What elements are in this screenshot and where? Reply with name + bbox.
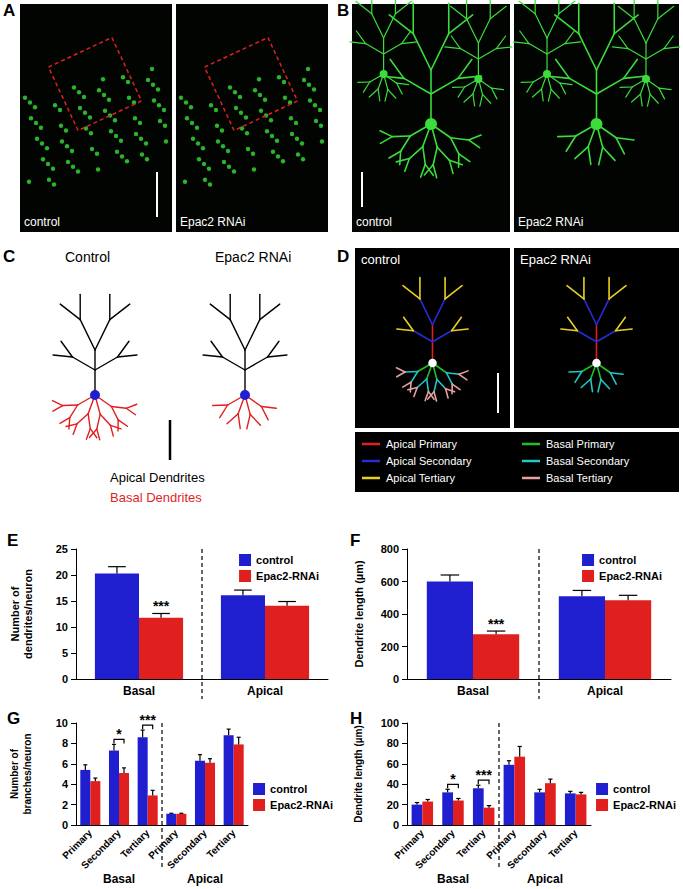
svg-text:0: 0 [62, 673, 68, 685]
svg-text:***: *** [153, 598, 170, 614]
svg-text:F: F [350, 531, 360, 550]
svg-text:20: 20 [56, 569, 68, 581]
svg-text:Number of: Number of [9, 748, 20, 799]
svg-text:Apical: Apical [587, 684, 623, 698]
svg-text:E: E [7, 531, 18, 550]
svg-text:10: 10 [56, 717, 68, 729]
svg-text:Basal Tertiary: Basal Tertiary [546, 472, 613, 484]
svg-text:Basal: Basal [437, 872, 469, 886]
svg-text:G: G [7, 709, 20, 728]
svg-text:Apical: Apical [247, 684, 283, 698]
svg-text:60: 60 [387, 758, 399, 770]
svg-text:control: control [356, 215, 392, 229]
svg-text:Primary: Primary [60, 827, 95, 862]
svg-text:A: A [3, 1, 15, 20]
svg-text:Primary: Primary [146, 827, 181, 862]
svg-text:Epac2-RNAi: Epac2-RNAi [613, 799, 676, 811]
svg-text:*: * [450, 771, 456, 787]
svg-text:Secondary: Secondary [505, 827, 549, 871]
svg-text:Tertiary: Tertiary [546, 827, 579, 860]
svg-text:25: 25 [56, 543, 68, 555]
svg-text:15: 15 [56, 595, 68, 607]
svg-text:Apical Tertiary: Apical Tertiary [386, 472, 455, 484]
svg-text:control: control [24, 215, 60, 229]
svg-text:*: * [116, 726, 122, 742]
svg-text:***: *** [139, 712, 156, 728]
svg-text:control: control [599, 554, 636, 566]
svg-text:Epac2 RNAi: Epac2 RNAi [180, 215, 245, 229]
svg-text:control: control [613, 783, 650, 795]
svg-text:Epac2 RNAi: Epac2 RNAi [215, 249, 291, 265]
svg-text:Epac2-RNAi: Epac2-RNAi [256, 570, 319, 582]
svg-text:H: H [350, 709, 362, 728]
svg-text:Dendrite length (µm): Dendrite length (µm) [353, 725, 364, 822]
svg-text:Apical Secondary: Apical Secondary [386, 455, 472, 467]
svg-text:Apical: Apical [527, 872, 563, 886]
svg-text:0: 0 [393, 673, 399, 685]
svg-text:Epac2 RNAi: Epac2 RNAi [520, 252, 591, 267]
svg-text:2: 2 [62, 799, 68, 811]
svg-text:Number of: Number of [9, 586, 21, 641]
svg-text:0: 0 [393, 819, 399, 831]
svg-text:Tertiary: Tertiary [204, 827, 237, 860]
svg-text:Epac2 RNAi: Epac2 RNAi [518, 215, 583, 229]
svg-text:Secondary: Secondary [413, 827, 457, 871]
svg-text:Basal: Basal [457, 684, 489, 698]
svg-text:400: 400 [381, 608, 399, 620]
svg-text:Basal Secondary: Basal Secondary [546, 455, 630, 467]
svg-text:Basal Primary: Basal Primary [546, 438, 615, 450]
svg-text:dendrites/neuron: dendrites/neuron [22, 569, 34, 659]
svg-text:branches/neuron: branches/neuron [22, 733, 33, 814]
svg-text:8: 8 [62, 737, 68, 749]
svg-text:Tertiary: Tertiary [454, 827, 487, 860]
svg-text:Dendrite length (µm): Dendrite length (µm) [353, 560, 365, 668]
svg-text:6: 6 [62, 758, 68, 770]
svg-text:Basal Dendrites: Basal Dendrites [110, 490, 202, 505]
svg-text:40: 40 [387, 778, 399, 790]
svg-text:***: *** [475, 767, 492, 783]
svg-text:600: 600 [381, 576, 399, 588]
svg-text:10: 10 [56, 621, 68, 633]
svg-text:Tertiary: Tertiary [118, 827, 152, 861]
svg-text:C: C [3, 247, 15, 266]
svg-text:Secondary: Secondary [165, 827, 209, 871]
svg-text:Epac2-RNAi: Epac2-RNAi [270, 799, 333, 811]
svg-text:Primary: Primary [484, 827, 519, 862]
svg-text:Basal: Basal [123, 684, 155, 698]
svg-text:D: D [337, 247, 349, 266]
svg-text:***: *** [488, 616, 505, 632]
svg-text:Secondary: Secondary [79, 827, 123, 871]
svg-text:5: 5 [62, 647, 68, 659]
svg-text:20: 20 [387, 799, 399, 811]
svg-text:200: 200 [381, 641, 399, 653]
svg-text:Epac2-RNAi: Epac2-RNAi [599, 570, 662, 582]
svg-text:80: 80 [387, 737, 399, 749]
svg-text:4: 4 [62, 778, 69, 790]
svg-text:100: 100 [381, 717, 399, 729]
svg-text:Control: Control [65, 249, 110, 265]
svg-text:Apical: Apical [187, 872, 223, 886]
svg-text:control: control [361, 252, 400, 267]
svg-text:Apical Dendrites: Apical Dendrites [110, 470, 205, 485]
svg-text:800: 800 [381, 543, 399, 555]
svg-text:B: B [337, 1, 349, 20]
svg-text:0: 0 [62, 819, 68, 831]
svg-text:control: control [270, 783, 307, 795]
svg-text:Primary: Primary [392, 827, 427, 862]
svg-text:Basal: Basal [103, 872, 135, 886]
svg-text:control: control [256, 554, 293, 566]
svg-text:Apical Primary: Apical Primary [386, 438, 457, 450]
